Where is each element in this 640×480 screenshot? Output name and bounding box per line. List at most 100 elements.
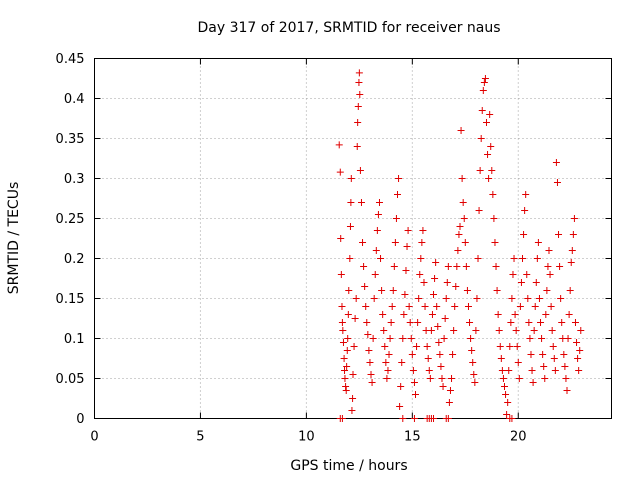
data-point — [425, 367, 433, 374]
data-point — [446, 387, 454, 394]
data-point — [359, 239, 367, 246]
y-tick-label: 0.05 — [56, 372, 85, 387]
data-point — [343, 347, 351, 354]
data-point — [480, 79, 488, 86]
data-point — [442, 295, 450, 302]
data-point — [475, 207, 483, 214]
data-point — [339, 339, 347, 346]
data-point — [337, 235, 345, 242]
data-point — [482, 119, 490, 126]
y-tick-label: 0.35 — [56, 132, 85, 147]
data-point — [379, 311, 387, 318]
data-point — [370, 295, 378, 302]
data-point — [487, 143, 495, 150]
data-point — [558, 319, 566, 326]
data-point — [499, 375, 507, 382]
data-point — [451, 303, 459, 310]
y-tick-label: 0.45 — [56, 52, 85, 67]
data-point — [389, 287, 397, 294]
data-point — [340, 355, 348, 362]
data-point — [454, 247, 462, 254]
data-point — [403, 243, 411, 250]
data-point — [484, 151, 492, 158]
data-point — [428, 311, 436, 318]
data-point — [397, 383, 405, 390]
data-point — [569, 231, 577, 238]
data-point — [380, 327, 388, 334]
data-point — [360, 263, 368, 270]
data-point — [452, 283, 460, 290]
data-point — [575, 367, 583, 374]
data-point — [402, 267, 410, 274]
data-point — [504, 399, 512, 406]
data-point — [441, 315, 449, 322]
data-point — [435, 339, 443, 346]
data-point — [474, 255, 482, 262]
data-point — [539, 351, 547, 358]
data-point — [354, 119, 362, 126]
data-point — [378, 287, 386, 294]
x-axis-label: GPS time / hours — [290, 458, 407, 474]
data-point — [577, 327, 585, 334]
data-point — [472, 327, 480, 334]
data-point — [337, 271, 345, 278]
data-point — [520, 231, 528, 238]
data-point — [355, 69, 363, 77]
data-point — [519, 255, 527, 262]
data-point — [505, 367, 513, 374]
data-point — [533, 255, 541, 262]
data-point — [540, 363, 548, 370]
data-point — [392, 215, 400, 222]
data-point — [348, 407, 356, 414]
data-point — [521, 207, 529, 214]
tick-labels: 0 5 10 15 20 0 0.05 0.1 0.15 0.2 0.25 0.3 0.35 0.4 0.4… — [56, 52, 527, 445]
data-point — [344, 335, 352, 342]
data-point — [416, 271, 424, 278]
data-point — [574, 355, 582, 362]
x-tick-label: 20 — [510, 430, 527, 445]
data-point — [369, 335, 377, 342]
data-point — [432, 259, 440, 266]
data-point — [556, 263, 564, 270]
data-point — [409, 367, 417, 374]
data-point — [388, 303, 396, 310]
data-point — [414, 319, 422, 326]
data-point — [386, 335, 394, 342]
data-point — [546, 271, 554, 278]
data-point — [453, 263, 461, 270]
data-point — [506, 343, 514, 350]
data-point — [458, 175, 466, 182]
data-point — [395, 175, 403, 182]
data-point — [356, 167, 364, 174]
data-point — [566, 287, 574, 294]
data-point — [456, 223, 464, 230]
data-point — [404, 227, 412, 234]
data-point — [430, 415, 438, 422]
data-point — [516, 303, 524, 310]
data-point — [353, 143, 361, 150]
data-point — [471, 379, 479, 386]
data-point — [372, 247, 380, 254]
data-point — [460, 215, 468, 222]
data-point — [548, 327, 556, 334]
data-point — [560, 351, 568, 358]
data-point — [430, 291, 438, 298]
data-point — [466, 319, 474, 326]
data-point — [478, 107, 486, 114]
data-point — [492, 263, 500, 270]
data-point — [354, 103, 362, 110]
data-point — [491, 239, 499, 246]
data-point — [338, 415, 346, 422]
data-point — [396, 403, 404, 410]
data-point — [547, 303, 555, 310]
data-point — [565, 311, 573, 318]
chart-title: Day 317 of 2017, SRMTID for receiver nau… — [197, 20, 500, 36]
data-point — [538, 335, 546, 342]
data-point — [490, 215, 498, 222]
data-point — [444, 263, 452, 270]
data-point — [364, 331, 372, 338]
data-point — [464, 303, 472, 310]
data-point — [467, 335, 475, 342]
data-point — [555, 231, 563, 238]
